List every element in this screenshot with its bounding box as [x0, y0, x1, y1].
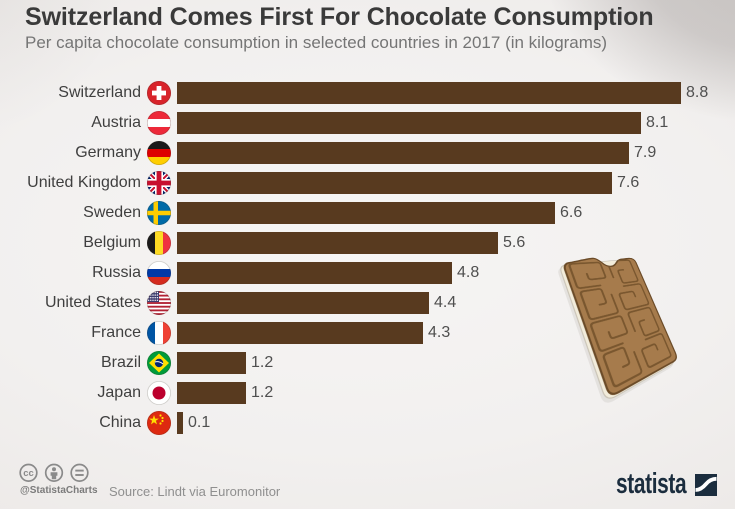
svg-text:cc: cc — [23, 468, 34, 479]
